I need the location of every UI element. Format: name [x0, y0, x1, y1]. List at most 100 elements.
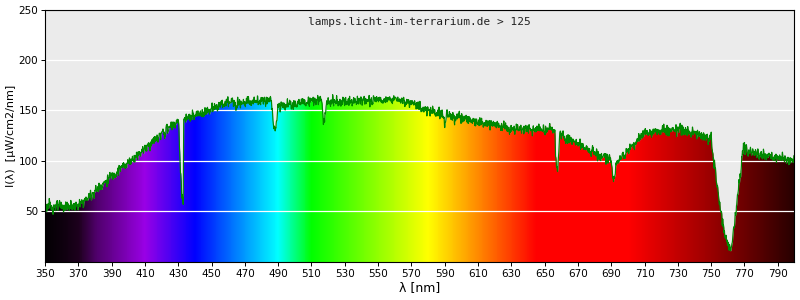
Bar: [383, 10, 384, 262]
Bar: [81, 10, 82, 262]
Bar: [374, 10, 376, 262]
Bar: [438, 10, 439, 262]
Bar: [548, 10, 549, 262]
Bar: [92, 10, 93, 262]
Bar: [411, 10, 412, 262]
Bar: [715, 10, 716, 262]
Bar: [621, 10, 622, 262]
Bar: [124, 10, 125, 262]
Bar: [628, 10, 629, 262]
Bar: [681, 10, 682, 262]
Bar: [336, 10, 338, 262]
Bar: [721, 10, 722, 262]
Bar: [543, 10, 544, 262]
Bar: [291, 10, 292, 262]
Bar: [612, 10, 613, 262]
Bar: [507, 10, 508, 262]
Bar: [49, 10, 50, 262]
Bar: [770, 10, 771, 262]
Bar: [559, 10, 560, 262]
Bar: [232, 10, 234, 262]
Bar: [321, 10, 322, 262]
Bar: [341, 10, 342, 262]
Bar: [705, 10, 706, 262]
Bar: [577, 10, 578, 262]
Bar: [115, 10, 116, 262]
Bar: [782, 10, 783, 262]
Bar: [592, 10, 593, 262]
Bar: [409, 10, 410, 262]
Bar: [215, 10, 217, 262]
Bar: [790, 10, 792, 262]
Bar: [599, 10, 601, 262]
Bar: [162, 10, 163, 262]
Bar: [738, 10, 739, 262]
Bar: [754, 10, 755, 262]
Bar: [412, 10, 413, 262]
Bar: [141, 10, 142, 262]
Bar: [531, 10, 532, 262]
Bar: [615, 10, 617, 262]
Bar: [685, 10, 686, 262]
Bar: [226, 10, 228, 262]
Bar: [360, 10, 361, 262]
Bar: [379, 10, 380, 262]
Bar: [709, 10, 710, 262]
Bar: [760, 10, 761, 262]
Bar: [732, 10, 733, 262]
Bar: [366, 10, 367, 262]
Text: lamps.licht-im-terrarium.de > 125: lamps.licht-im-terrarium.de > 125: [308, 17, 531, 27]
Bar: [707, 10, 708, 262]
Bar: [524, 10, 525, 262]
Bar: [228, 10, 229, 262]
Bar: [436, 10, 437, 262]
Bar: [611, 10, 612, 262]
Bar: [191, 10, 192, 262]
Bar: [299, 10, 300, 262]
Bar: [675, 10, 677, 262]
Bar: [690, 10, 691, 262]
Bar: [239, 10, 240, 262]
Bar: [378, 10, 379, 262]
Bar: [368, 10, 369, 262]
Bar: [237, 10, 238, 262]
Bar: [354, 10, 355, 262]
Bar: [177, 10, 178, 262]
Bar: [223, 10, 224, 262]
Bar: [174, 10, 175, 262]
Bar: [451, 10, 453, 262]
Bar: [190, 10, 191, 262]
Bar: [554, 10, 555, 262]
Bar: [132, 10, 133, 262]
Bar: [181, 10, 182, 262]
Bar: [673, 10, 674, 262]
Bar: [356, 10, 357, 262]
Bar: [67, 10, 69, 262]
Bar: [492, 10, 493, 262]
Bar: [413, 10, 414, 262]
Bar: [756, 10, 757, 262]
Bar: [613, 10, 614, 262]
Bar: [102, 10, 103, 262]
Bar: [503, 10, 504, 262]
Bar: [558, 10, 559, 262]
Bar: [136, 10, 137, 262]
Bar: [780, 10, 782, 262]
Bar: [404, 10, 405, 262]
Bar: [203, 10, 204, 262]
Bar: [706, 10, 707, 262]
Bar: [365, 10, 366, 262]
Bar: [119, 10, 120, 262]
Bar: [490, 10, 491, 262]
Bar: [151, 10, 152, 262]
Bar: [62, 10, 63, 262]
Bar: [574, 10, 575, 262]
Bar: [87, 10, 88, 262]
Bar: [317, 10, 318, 262]
Bar: [357, 10, 358, 262]
Bar: [195, 10, 196, 262]
Bar: [648, 10, 650, 262]
Bar: [506, 10, 507, 262]
Bar: [661, 10, 662, 262]
Bar: [640, 10, 641, 262]
